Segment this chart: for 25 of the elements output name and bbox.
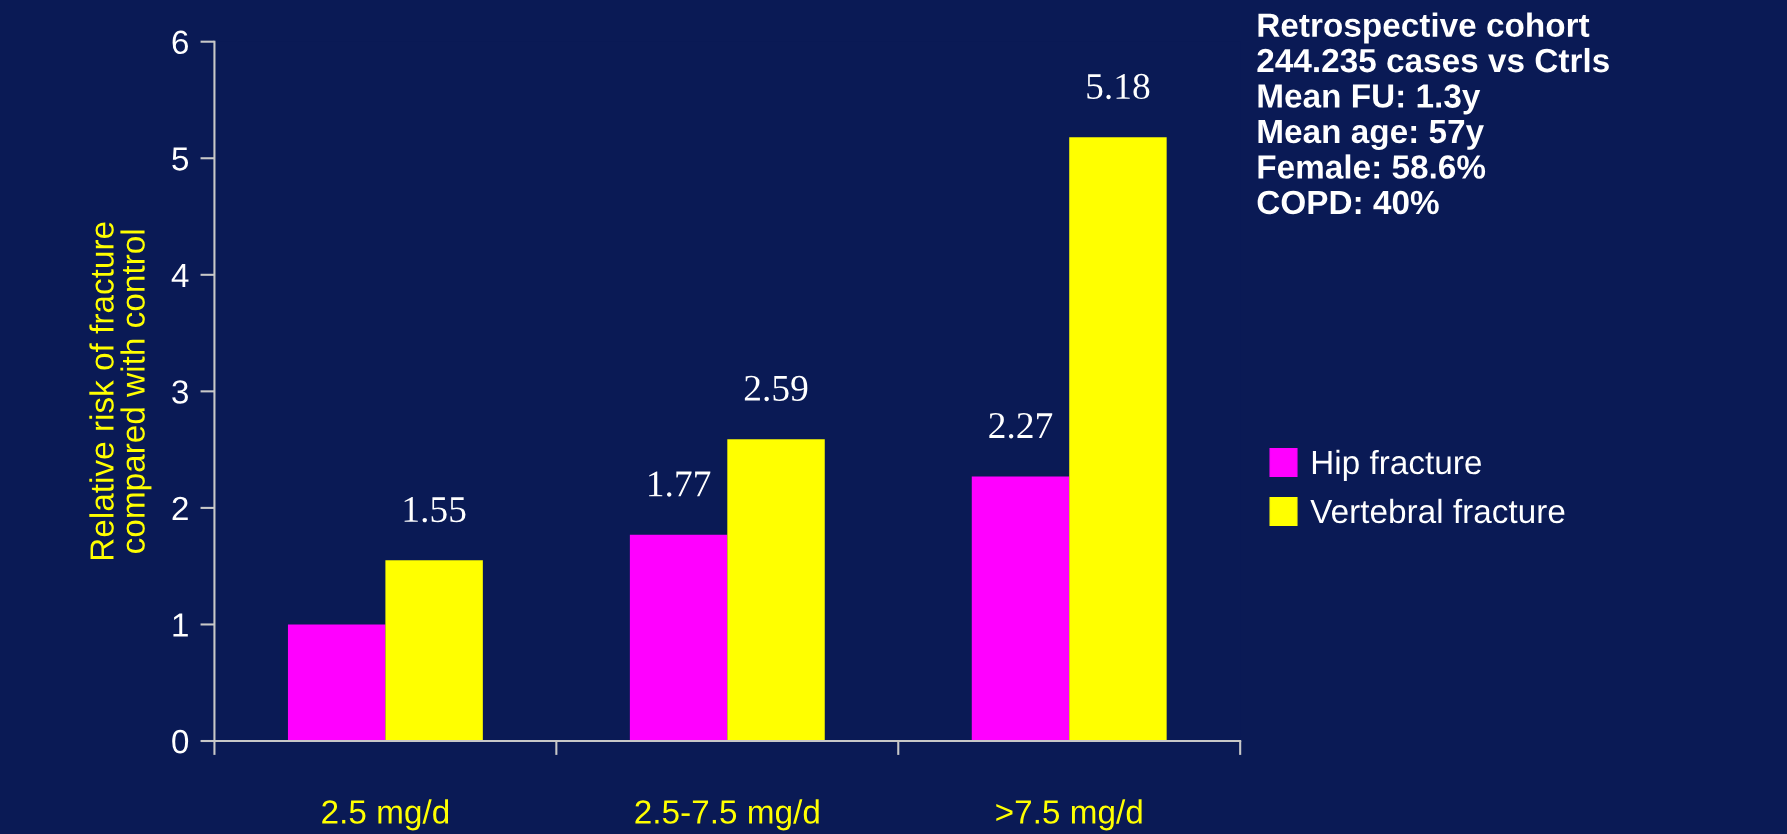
data-label: 2.59 <box>744 375 808 402</box>
y-tick-label: 1 <box>173 613 188 637</box>
bar <box>727 439 825 742</box>
x-tick-label: 2.5-7.5 mg/d <box>635 799 819 831</box>
y-tick-label: 2 <box>172 496 188 520</box>
data-label: 1.77 <box>649 471 711 497</box>
bar <box>629 534 728 742</box>
bar <box>287 624 386 742</box>
legend-label: Vertebral fracture <box>1310 498 1565 524</box>
bar <box>385 560 483 742</box>
text: Retrospective cohort 244.235 cases vs Ctrls Mean FU: 1.3y Mean age: 57y Female: 58.6% COPD: 40% <box>1257 12 1609 215</box>
y-axis-title: Relative risk of fracture compared with control <box>89 222 152 560</box>
data-label: 5.18 <box>1087 73 1150 100</box>
data-label: 2.27 <box>989 413 1053 439</box>
y-tick-label: 3 <box>172 380 188 404</box>
x-tick-label: >7.5 mg/d <box>996 799 1142 831</box>
bar <box>1069 137 1167 742</box>
y-tick-label: 5 <box>172 147 189 171</box>
bar <box>971 476 1070 742</box>
y-tick-label: 0 <box>172 729 189 754</box>
legend-label: Hip fracture <box>1312 449 1481 481</box>
x-tick-label: 2.5 mg/d <box>322 799 449 831</box>
y-tick-label: 6 <box>172 30 188 55</box>
data-label: 1.55 <box>404 497 466 523</box>
y-tick-label: 4 <box>171 263 189 287</box>
